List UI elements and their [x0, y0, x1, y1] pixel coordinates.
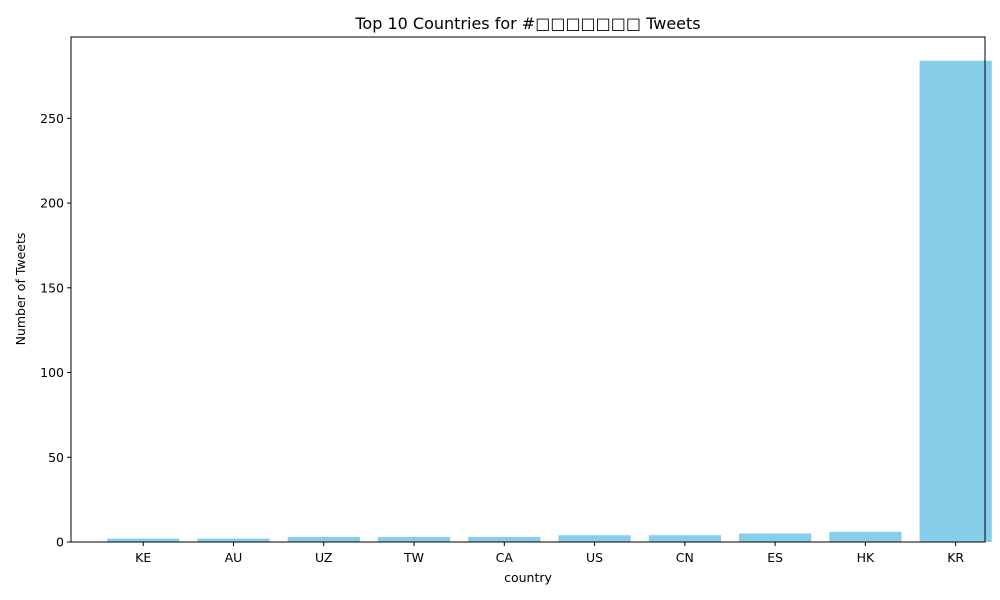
- y-tick-label: 0: [56, 535, 64, 550]
- y-tick-label: 100: [40, 365, 64, 380]
- bar-ca: [468, 536, 541, 542]
- x-tick-label: UZ: [315, 550, 333, 565]
- bar-tw: [377, 536, 451, 542]
- y-axis-label: Number of Tweets: [13, 233, 28, 346]
- bar-us: [558, 535, 631, 542]
- x-tick-label: US: [586, 550, 603, 565]
- x-tick-label: AU: [225, 550, 243, 565]
- y-tick-label: 150: [40, 280, 64, 295]
- x-tick-label: KE: [135, 550, 151, 565]
- bar-hk: [829, 531, 902, 542]
- plot-frame: [70, 36, 986, 543]
- bar-kr: [919, 60, 992, 542]
- x-tick-label: ES: [767, 550, 783, 565]
- bar-ke: [107, 538, 180, 542]
- y-tick-label: 200: [40, 196, 64, 211]
- x-tick-label: CN: [676, 550, 694, 565]
- x-tick-label: HK: [857, 550, 875, 565]
- x-tick-label: CA: [496, 550, 514, 565]
- bar-uz: [287, 536, 360, 542]
- x-tick-label: KR: [947, 550, 964, 565]
- x-tick-label: TW: [403, 550, 424, 565]
- x-axis-ticks: KE AU UZ TW CA US CN ES HK KR: [135, 542, 964, 565]
- bars-group: [107, 60, 992, 542]
- bar-au: [197, 538, 270, 542]
- y-tick-label: 250: [40, 111, 64, 126]
- chart-title: Top 10 Countries for #□□□□□□□ Tweets: [354, 14, 700, 33]
- y-tick-label: 50: [48, 450, 64, 465]
- bar-cn: [648, 535, 721, 542]
- bar-es: [739, 533, 812, 542]
- y-axis-ticks: 0 50 100 150 200 250: [40, 111, 71, 550]
- x-axis-label: country: [504, 570, 552, 585]
